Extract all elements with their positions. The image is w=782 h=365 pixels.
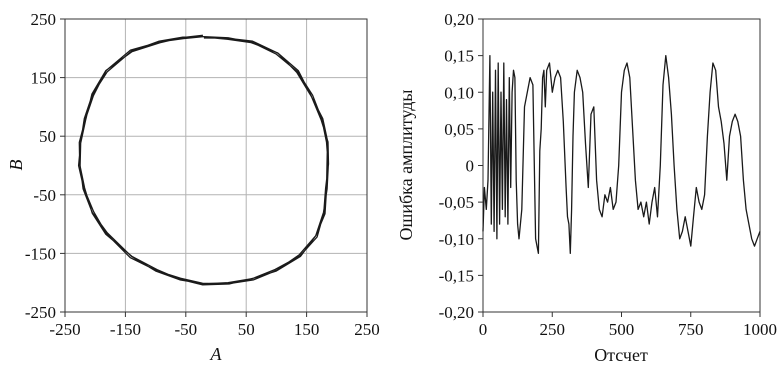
right-series-line [483, 56, 760, 254]
right-y-tick-label: -0,10 [439, 230, 474, 249]
right-y-tick-labels: 0,20 0,15 0,10 0,05 0 -0,05 -0,10 -0,15 -0,20 [439, 10, 474, 322]
right-y-tick-label: -0,15 [439, 266, 474, 285]
right-x-tick-label: 500 [609, 320, 635, 339]
left-x-tick-label: -150 [110, 320, 141, 339]
right-y-tick-label: 0 [466, 157, 475, 176]
right-y-tick-label: 0,05 [444, 120, 474, 139]
left-y-tick-label: 50 [39, 127, 56, 146]
right-x-axis-label: Отсчет [594, 345, 648, 365]
left-x-tick-label: 150 [294, 320, 320, 339]
left-y-tick-label: -250 [25, 303, 56, 322]
left-y-tick-label: -50 [33, 186, 56, 205]
left-grid [65, 19, 367, 312]
right-y-tick-label: 0,15 [444, 47, 474, 66]
right-x-tick-label: 250 [540, 320, 566, 339]
right-y-tick-label: 0,10 [444, 83, 474, 102]
left-series-line [79, 35, 329, 285]
left-y-tick-labels: 250 150 50 -50 -150 -250 [25, 10, 56, 322]
left-y-tick-label: 250 [31, 10, 57, 29]
chart-left: -250 -150 -50 50 150 250 25015050-50-150-250 … [6, 10, 380, 364]
right-y-tick-label: 0,20 [444, 10, 474, 29]
right-x-tick-label: 0 [479, 320, 488, 339]
left-x-axis-label: A [210, 344, 223, 364]
left-plot-frame [65, 19, 367, 312]
left-y-axis-label: B [6, 160, 26, 171]
left-x-tick-label: -250 [49, 320, 80, 339]
left-y-tick-label: 150 [31, 69, 57, 88]
left-x-tick-label: 250 [354, 320, 380, 339]
right-y-tick-label: -0,20 [439, 303, 474, 322]
right-plot-frame [483, 19, 760, 312]
right-y-axis-label: Ошибка амплитуды [396, 90, 416, 241]
left-x-tick-label: -50 [174, 320, 197, 339]
chart-right: 0 250 500 750 1000 0,20 0,15 0,10 0,05 0 -0,05 -0,… [396, 10, 777, 365]
right-x-tick-label: 750 [678, 320, 704, 339]
left-x-tick-label: 50 [238, 320, 255, 339]
left-y-tick-label: -150 [25, 244, 56, 263]
right-x-tick-labels: 0 250 500 750 1000 [479, 320, 777, 339]
right-y-tick-label: -0,05 [439, 193, 474, 212]
right-x-tick-label: 1000 [743, 320, 777, 339]
left-x-tick-labels: -250 -150 -50 50 150 250 [49, 320, 379, 339]
left-ticks [60, 19, 367, 317]
